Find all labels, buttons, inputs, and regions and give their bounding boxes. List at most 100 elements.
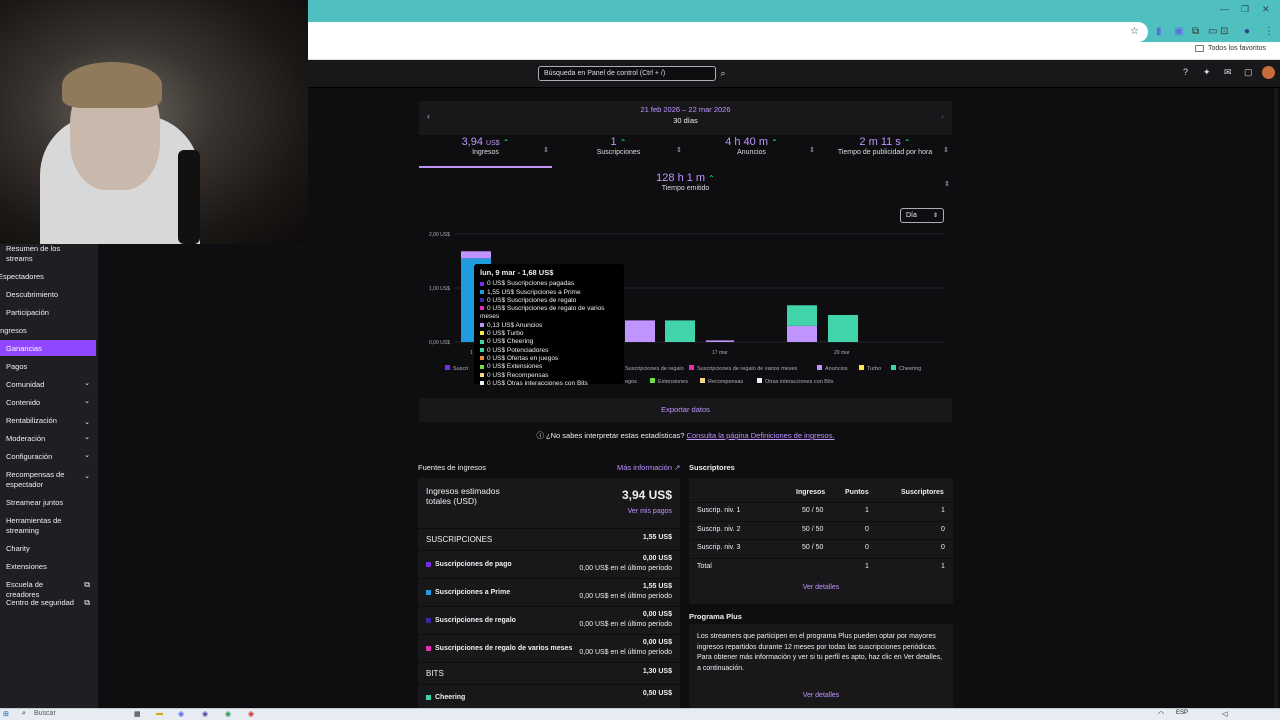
series-swatch (480, 364, 484, 369)
tier-revenue: 50 / 50 (802, 525, 824, 533)
notifications-icon[interactable]: ▢ (1244, 67, 1253, 77)
help-question: ¿No sabes interpretar estas estadísticas… (546, 431, 685, 440)
profile-icon[interactable]: ⊡ (1220, 26, 1229, 37)
sidebar-item[interactable]: Configuración ⌄ (0, 452, 96, 462)
tooltip-line: 0 US$ Ofertas en juegos (480, 355, 618, 363)
sort-icon: ⇕ (543, 147, 549, 154)
sidebar-item[interactable]: Participación (0, 308, 96, 318)
sidebar-item[interactable]: Streamear juntos (0, 498, 96, 508)
more-info-link[interactable]: Más información ↗ (617, 463, 680, 472)
volume-icon[interactable]: ◁ (1222, 711, 1228, 718)
help-icon[interactable]: ? (1183, 67, 1189, 77)
sidebar-item[interactable]: Centro de seguridad ⧉ (0, 598, 96, 608)
plus-panel: Los streamers que participen en el progr… (689, 624, 953, 708)
col-header-points: Puntos (845, 489, 869, 496)
folder-icon[interactable]: ▬ (156, 710, 163, 717)
stat-card-ad-time[interactable]: 2 m 11 s ⌃ Tiempo de publicidad por hora… (818, 136, 952, 168)
tier-points: 0 (865, 525, 869, 533)
sidebar-item[interactable]: Extensiones (0, 562, 96, 572)
tooltip-line: 0 US$ Suscripciones de regalo de varios … (480, 305, 618, 322)
sidebar-item[interactable]: Ganancias (0, 340, 96, 356)
tier-revenue: 50 / 50 (802, 544, 824, 551)
prev-arrow-icon[interactable]: ‹ (427, 111, 430, 121)
revenue-row-sub: 0,00 US$ en el último período (579, 649, 672, 656)
interval-select[interactable]: Día ⇕ (900, 208, 944, 223)
tooltip-line: 0 US$ Suscripciones pagadas (480, 280, 618, 288)
close-icon[interactable]: ✕ (1262, 4, 1270, 14)
series-swatch (480, 347, 484, 352)
chevron-down-icon: ⌄ (84, 452, 90, 459)
sidebar-item-label: Espectadores (0, 272, 44, 281)
sidebar-item[interactable]: Comunidad ⌄ (0, 380, 96, 390)
sidebar-item[interactable]: Herramientas de streaming (0, 516, 96, 536)
search-icon[interactable]: ⌕ (22, 710, 26, 717)
next-arrow-icon[interactable]: › (941, 111, 944, 121)
sparkle-icon[interactable]: ✦ (1203, 67, 1211, 77)
subscriber-row: Suscrip. niv. 1 50 / 50 1 1 (689, 502, 953, 520)
extension-icon[interactable]: ▮ (1156, 26, 1162, 37)
language-indicator[interactable]: ESP (1176, 710, 1189, 716)
sidebar-item-label: Configuración (6, 452, 53, 461)
sidebar-item[interactable]: Pagos (0, 362, 96, 372)
maximize-icon[interactable]: ❐ (1241, 4, 1250, 14)
sidebar-item[interactable]: Contenido ⌄ (0, 398, 96, 408)
sidebar-item[interactable]: Rentabilización ⌄ (0, 416, 96, 426)
all-bookmarks[interactable]: Todos los favoritos (1195, 45, 1266, 52)
sidebar: Resumen de los streams Espectadores Descub… (0, 244, 98, 708)
sidebar-item-label: Participación (6, 308, 49, 317)
definitions-link[interactable]: Consulta la página Definiciones de ingre… (686, 431, 835, 440)
y-tick-label: 2,00 US$ (429, 232, 450, 238)
taskbar-search[interactable]: Buscar (34, 710, 56, 717)
sidebar-item[interactable]: Resumen de los streams (0, 244, 96, 264)
star-icon[interactable]: ☆ (1130, 26, 1139, 37)
stat-value: 4 h 40 m (725, 136, 769, 148)
sidebar-item[interactable]: Recompensas de espectador ⌄ (0, 470, 96, 490)
sidebar-item-label: Centro de seguridad (6, 598, 74, 607)
export-data-button[interactable]: Exportar datos (419, 398, 952, 422)
series-swatch (480, 372, 484, 377)
revenue-row: Suscripciones de regalo 0,00 US$ 0,00 US$ … (418, 606, 680, 634)
date-range[interactable]: 21 feb 2026 – 22 mar 2026 (640, 105, 731, 114)
address-bar[interactable] (308, 22, 1148, 42)
stat-card-revenue[interactable]: 3,94 US$ ⌃ Ingresos ⇕ (419, 136, 552, 168)
extension-icon[interactable]: ▣ (1174, 26, 1184, 37)
tooltip-line-text: 0 US$ Recompensas (487, 371, 549, 379)
legend-label: Recompensas (708, 379, 743, 385)
sidebar-item[interactable]: Charity (0, 544, 96, 554)
stat-card-subscriptions[interactable]: 1 ⌃ Suscripciones ⇕ (552, 136, 685, 168)
mail-icon[interactable]: ✉ (1224, 67, 1232, 77)
minimize-icon[interactable]: — (1220, 4, 1229, 14)
sidebar-item[interactable]: Moderación ⌄ (0, 434, 96, 444)
sidebar-item[interactable]: Descubrimiento (0, 290, 96, 300)
sidepanel-icon[interactable]: ▭ (1208, 26, 1218, 37)
plus-details-link[interactable]: Ver detalles (802, 692, 840, 699)
scrollbar[interactable] (1274, 88, 1278, 708)
app-icon[interactable]: ◉ (248, 711, 255, 718)
puzzle-icon[interactable]: ⧉ (1192, 26, 1200, 37)
sidebar-item-label: Contenido (6, 398, 41, 407)
stat-card-ads[interactable]: 4 h 40 m ⌃ Anuncios ⇕ (685, 136, 818, 168)
stat-card-streamed[interactable]: 128 h 1 m ⌃ Tiempo emitido ⇕ (419, 172, 952, 196)
y-tick-label: 0,00 US$ (429, 340, 450, 346)
subscribers-details-link[interactable]: Ver detalles (802, 584, 840, 591)
task-view-icon[interactable]: ▦ (134, 711, 141, 718)
sidebar-item[interactable]: Escuela de creadores ⧉ (0, 580, 96, 600)
windows-start-icon[interactable]: ⊞ (3, 711, 9, 718)
search-input[interactable]: Búsqueda en Panel de control (Ctrl + /) (538, 66, 716, 81)
chart-bar (828, 315, 858, 342)
chart-bar (787, 325, 817, 342)
stat-label: Tiempo de publicidad por hora (837, 149, 933, 156)
sort-icon: ⇕ (676, 147, 682, 154)
app-icon[interactable]: ◉ (202, 711, 209, 718)
avatar[interactable] (1262, 66, 1275, 79)
wifi-icon[interactable]: ◠ (1158, 711, 1165, 718)
discord-icon[interactable]: ◉ (178, 711, 185, 718)
avatar-icon[interactable]: ● (1244, 26, 1251, 37)
menu-icon[interactable]: ⋮ (1264, 26, 1274, 37)
view-payments-link[interactable]: Ver mis pagos (627, 508, 672, 515)
estimated-revenue-value: 3,94 US$ (621, 488, 672, 502)
arrow-up-icon: ⌃ (502, 138, 510, 147)
subscriptions-header: SUSCRIPCIONES (426, 535, 493, 544)
chrome-icon[interactable]: ◉ (225, 711, 232, 718)
search-icon[interactable]: ⌕ (720, 68, 726, 78)
